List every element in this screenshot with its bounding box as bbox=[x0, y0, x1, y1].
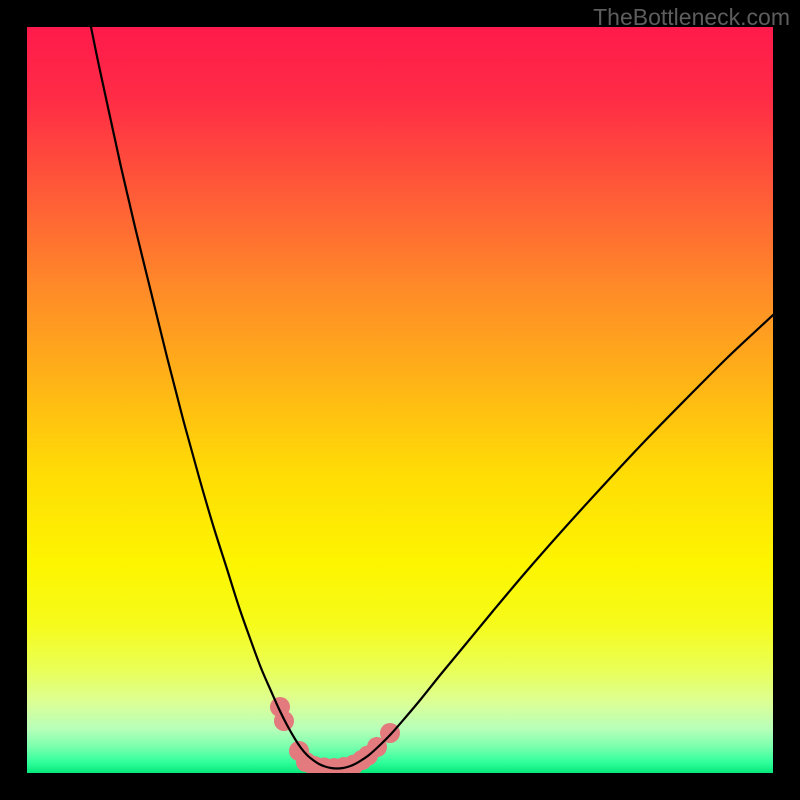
chart-frame: TheBottleneck.com bbox=[0, 0, 800, 800]
plot-area bbox=[27, 27, 773, 773]
chart-svg bbox=[27, 27, 773, 773]
watermark-text: TheBottleneck.com bbox=[593, 4, 790, 31]
gradient-background bbox=[27, 27, 773, 773]
